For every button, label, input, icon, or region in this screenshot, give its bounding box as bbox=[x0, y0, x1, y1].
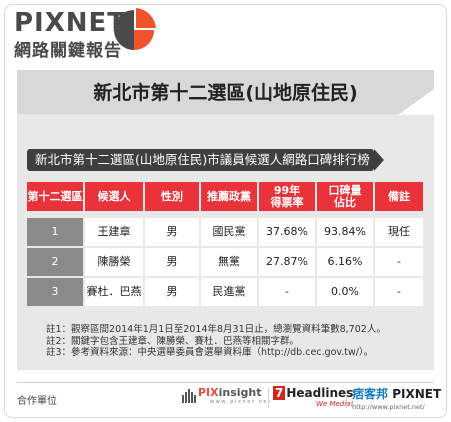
header-cell-candidate: 候選人 bbox=[85, 182, 143, 211]
headlines-logo-tag: We Media! bbox=[315, 400, 354, 408]
cell-buzz-share: 93.84% bbox=[317, 218, 373, 246]
footer-divider bbox=[17, 382, 434, 383]
pixinsight-logo-sub: w w w . p i x n e t . n e t bbox=[210, 399, 271, 405]
cell-vote-rate: 27.87% bbox=[259, 248, 315, 276]
cell-vote-rate: 37.68% bbox=[259, 218, 315, 246]
cell-district: 3 bbox=[27, 278, 83, 306]
cell-remark: - bbox=[375, 278, 423, 306]
footnotes: 註1：觀察區間2014年1月1日至2014年8月31日止，總瀏覽資料筆數8,70… bbox=[46, 324, 386, 359]
table-row: 1 王建章男國民黨 37.68% 93.84% 現任 bbox=[27, 218, 423, 246]
headlines-logo-num: 7 bbox=[273, 386, 286, 400]
pixinsight-logo: PIXinsight w w w . p i x n e t . n e t bbox=[198, 386, 270, 405]
cell-vote-rate: - bbox=[259, 278, 315, 306]
cell-district: 1 bbox=[27, 218, 83, 246]
title-notch bbox=[398, 89, 434, 115]
cell-party: 無黨 bbox=[201, 248, 257, 276]
pixnet-logo-cn: 痞客邦 bbox=[352, 387, 389, 401]
header-cell-buzz-share: 口碑量 佔比 bbox=[317, 182, 373, 211]
table-header-row: 第十二選區 候選人 性別 推薦政黨 99年 得票率 口碑量 佔比 備註 bbox=[27, 182, 423, 211]
page-title: 新北市第十二選區(山地原住民) bbox=[93, 82, 358, 104]
cell-party: 民進黨 bbox=[201, 278, 257, 306]
footnote: 註2：關鍵字包含王建章、陳勝榮、賽杜．巴燕等相關字群。 bbox=[46, 335, 300, 347]
pixnet-logo-url: http://www.pixnet.net/ bbox=[352, 403, 425, 411]
cell-buzz-share: 0.0% bbox=[317, 278, 373, 306]
footnote: 註1：觀察區間2014年1月1日至2014年8月31日止，總瀏覽資料筆數8,70… bbox=[46, 324, 386, 335]
logo-separator bbox=[346, 388, 347, 408]
brand-subtitle: 網路關鍵報告 bbox=[14, 41, 122, 61]
cell-candidate: 賽杜．巴燕 bbox=[85, 278, 143, 306]
pixnet-logo-text: PIXNET bbox=[392, 387, 442, 401]
header-cell-gender: 性別 bbox=[145, 182, 199, 211]
pie-logo-icon bbox=[114, 8, 156, 50]
cell-district: 2 bbox=[27, 248, 83, 276]
title-bar: 新北市第十二選區(山地原住民) bbox=[17, 70, 434, 115]
pixnet-logo: 痞客邦 PIXNET http://www.pixnet.net/ bbox=[352, 385, 441, 411]
cell-gender: 男 bbox=[145, 278, 199, 306]
cooperation-label: 合作單位 bbox=[17, 396, 57, 407]
cell-candidate: 王建章 bbox=[85, 218, 143, 246]
table-row: 3 賽杜．巴燕男民進黨 -0.0% - bbox=[27, 278, 423, 306]
header-cell-party: 推薦政黨 bbox=[201, 182, 257, 211]
cell-buzz-share: 6.16% bbox=[317, 248, 373, 276]
pixinsight-logo-b: insight bbox=[218, 386, 262, 399]
cell-remark: - bbox=[375, 248, 423, 276]
header-cell-district: 第十二選區 bbox=[27, 182, 83, 211]
table-caption: 新北市第十二選區(山地原住民)市議員候選人網路口碑排行榜 bbox=[27, 149, 384, 171]
cell-remark: 現任 bbox=[375, 218, 423, 246]
headlines-logo: 7 Headlines We Media! bbox=[273, 386, 353, 408]
logo-separator bbox=[268, 388, 269, 408]
cell-gender: 男 bbox=[145, 248, 199, 276]
header-cell-remark: 備註 bbox=[375, 182, 423, 211]
cell-party: 國民黨 bbox=[201, 218, 257, 246]
footnote: 註3：參考資料來源：中央選舉委員會選舉資料庫（http://db.cec.gov… bbox=[46, 347, 374, 358]
brand-name: PIXNET bbox=[14, 8, 127, 38]
cell-gender: 男 bbox=[145, 218, 199, 246]
pixinsight-logo-a: PIX bbox=[198, 386, 219, 399]
header-cell-vote-rate: 99年 得票率 bbox=[259, 182, 315, 211]
table-row: 2 陳勝榮男無黨 27.87% 6.16% - bbox=[27, 248, 423, 276]
cell-candidate: 陳勝榮 bbox=[85, 248, 143, 276]
headlines-logo-text: Headlines bbox=[286, 386, 354, 400]
pixinsight-bars-icon bbox=[182, 389, 196, 403]
